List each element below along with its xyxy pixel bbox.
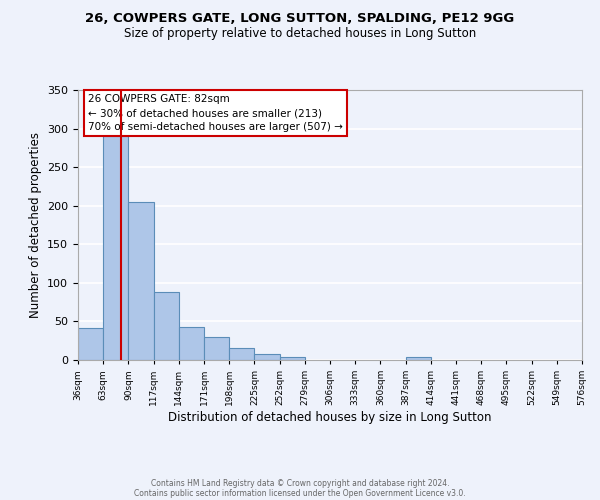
Text: 26, COWPERS GATE, LONG SUTTON, SPALDING, PE12 9GG: 26, COWPERS GATE, LONG SUTTON, SPALDING,… <box>85 12 515 26</box>
Bar <box>103 136 128 360</box>
Text: Contains public sector information licensed under the Open Government Licence v3: Contains public sector information licen… <box>134 488 466 498</box>
Bar <box>78 328 103 360</box>
Bar <box>204 337 229 360</box>
Bar <box>154 292 179 360</box>
Y-axis label: Number of detached properties: Number of detached properties <box>29 132 41 318</box>
Bar <box>128 202 154 360</box>
Bar <box>229 348 254 360</box>
Bar <box>280 357 305 360</box>
Bar <box>254 354 280 360</box>
X-axis label: Distribution of detached houses by size in Long Sutton: Distribution of detached houses by size … <box>168 411 492 424</box>
Bar <box>179 327 204 360</box>
Text: Contains HM Land Registry data © Crown copyright and database right 2024.: Contains HM Land Registry data © Crown c… <box>151 478 449 488</box>
Bar <box>406 357 431 360</box>
Text: Size of property relative to detached houses in Long Sutton: Size of property relative to detached ho… <box>124 28 476 40</box>
Text: 26 COWPERS GATE: 82sqm
← 30% of detached houses are smaller (213)
70% of semi-de: 26 COWPERS GATE: 82sqm ← 30% of detached… <box>88 94 343 132</box>
